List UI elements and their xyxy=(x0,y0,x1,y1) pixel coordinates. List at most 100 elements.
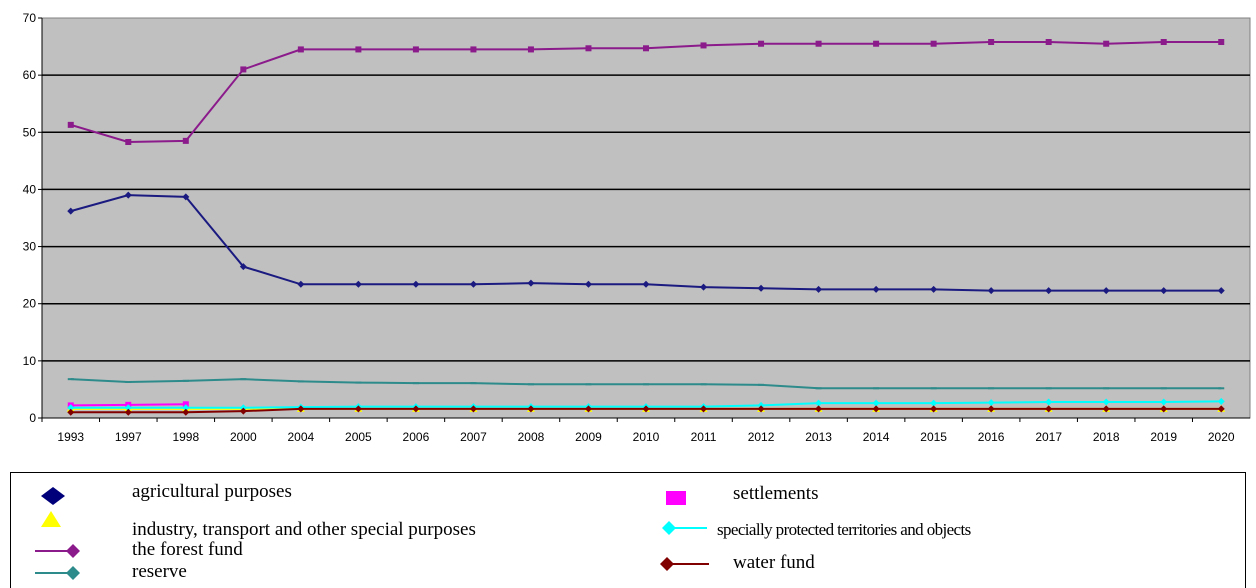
point-specially-protected-territories-and-objects-2019 xyxy=(1160,398,1168,406)
legend-label-reserve: reserve xyxy=(132,561,187,582)
series-agricultural-purposes xyxy=(67,191,1225,295)
x-tick-label-2015: 2015 xyxy=(920,430,947,444)
legend-label-agricultural: agricultural purposes xyxy=(132,481,292,502)
point-specially-protected-territories-and-objects-1997 xyxy=(124,404,132,412)
legend-label-forest: the forest fund xyxy=(132,539,243,560)
point-the-forest-fund-2004 xyxy=(297,46,304,53)
plot-area xyxy=(41,17,1251,419)
point-water-fund-2010 xyxy=(642,405,650,413)
x-tick-label-2018: 2018 xyxy=(1093,430,1120,444)
y-tick-label-30: 30 xyxy=(23,240,37,254)
point-water-fund-2019 xyxy=(1160,405,1168,413)
point-water-fund-1998 xyxy=(182,408,190,416)
point-the-forest-fund-1993 xyxy=(67,121,74,128)
point-specially-protected-territories-and-objects-2020 xyxy=(1217,397,1225,405)
legend-symbol-protected xyxy=(662,521,707,535)
y-tick-label-70: 70 xyxy=(23,11,37,25)
legend-symbol-reserve xyxy=(35,566,80,580)
point-agricultural-purposes-2017 xyxy=(1045,287,1053,295)
x-tick-label-2014: 2014 xyxy=(863,430,890,444)
legend: agricultural purposes settlements indust… xyxy=(10,472,1246,588)
point-specially-protected-territories-and-objects-1998 xyxy=(182,404,190,412)
point-reserve-2018 xyxy=(1103,387,1110,390)
point-agricultural-purposes-2012 xyxy=(757,284,765,292)
x-tick-label-2004: 2004 xyxy=(288,430,315,444)
point-agricultural-purposes-2014 xyxy=(872,285,880,293)
point-reserve-2006 xyxy=(412,382,419,385)
point-reserve-2013 xyxy=(815,387,822,390)
x-tick-label-2013: 2013 xyxy=(805,430,832,444)
series-group xyxy=(66,39,1226,416)
point-water-fund-2000 xyxy=(239,407,247,415)
point-agricultural-purposes-1993 xyxy=(67,207,75,215)
point-reserve-2019 xyxy=(1160,387,1167,390)
y-tick-label-40: 40 xyxy=(23,182,37,196)
point-water-fund-2006 xyxy=(412,405,420,413)
legend-label-industry: industry, transport and other special pu… xyxy=(132,519,476,540)
x-tick-label-2007: 2007 xyxy=(460,430,487,444)
point-the-forest-fund-2005 xyxy=(355,46,362,53)
point-the-forest-fund-2016 xyxy=(988,39,995,45)
x-tick-label-2016: 2016 xyxy=(978,430,1005,444)
x-tick-label-1998: 1998 xyxy=(172,430,199,444)
point-water-fund-2005 xyxy=(354,405,362,413)
point-the-forest-fund-2010 xyxy=(643,45,649,52)
x-tick-label-2012: 2012 xyxy=(748,430,775,444)
x-tick-label-2011: 2011 xyxy=(691,430,717,444)
point-the-forest-fund-2013 xyxy=(815,40,822,47)
point-specially-protected-territories-and-objects-2018 xyxy=(1102,398,1110,406)
point-water-fund-2016 xyxy=(987,405,995,413)
y-tick-label-10: 10 xyxy=(23,354,37,368)
gridlines xyxy=(42,74,1250,362)
x-tick-label-1997: 1997 xyxy=(115,430,142,444)
point-reserve-2014 xyxy=(873,387,880,390)
x-tick-label-2005: 2005 xyxy=(345,430,372,444)
x-tick-label-2008: 2008 xyxy=(518,430,545,444)
point-agricultural-purposes-2000 xyxy=(239,263,247,271)
point-specially-protected-territories-and-objects-2014 xyxy=(872,399,880,407)
x-tick-label-2017: 2017 xyxy=(1035,430,1062,444)
point-agricultural-purposes-1998 xyxy=(182,193,190,201)
point-agricultural-purposes-2006 xyxy=(412,280,420,288)
point-the-forest-fund-2007 xyxy=(470,46,477,53)
point-agricultural-purposes-2005 xyxy=(354,280,362,288)
series-water-fund xyxy=(67,405,1225,416)
point-reserve-2007 xyxy=(470,382,477,385)
point-reserve-2011 xyxy=(700,383,707,386)
legend-symbol-settlements xyxy=(666,491,686,505)
y-tick-label-60: 60 xyxy=(23,68,37,82)
line-chart: 0 10 20 30 40 50 60 70 1993 1997 1998 2000 2004 2005… xyxy=(23,11,1251,444)
point-agricultural-purposes-2008 xyxy=(527,279,535,287)
point-specially-protected-territories-and-objects-2016 xyxy=(987,399,995,407)
x-axis-ticks: 1993 1997 1998 2000 2004 2005 2006 2007 2008 2009… xyxy=(41,417,1250,444)
point-reserve-2016 xyxy=(988,387,995,390)
y-tick-label-20: 20 xyxy=(23,297,37,311)
point-water-fund-2004 xyxy=(297,405,305,413)
point-agricultural-purposes-1997 xyxy=(124,191,132,199)
x-tick-label-2006: 2006 xyxy=(403,430,430,444)
point-reserve-1993 xyxy=(67,378,74,381)
y-tick-label-0: 0 xyxy=(29,411,36,425)
point-water-fund-2014 xyxy=(872,405,880,413)
point-agricultural-purposes-2019 xyxy=(1160,287,1168,295)
point-agricultural-purposes-2015 xyxy=(930,285,938,293)
point-water-fund-2013 xyxy=(815,405,823,413)
point-agricultural-purposes-2007 xyxy=(469,280,477,288)
point-water-fund-2011 xyxy=(700,405,708,413)
series-reserve xyxy=(67,378,1225,390)
legend-symbol-industry xyxy=(41,511,61,527)
legend-symbol-agricultural xyxy=(41,487,65,505)
point-reserve-2017 xyxy=(1045,387,1052,390)
point-reserve-2015 xyxy=(930,387,937,390)
point-water-fund-2007 xyxy=(469,405,477,413)
point-agricultural-purposes-2018 xyxy=(1102,287,1110,295)
point-water-fund-1997 xyxy=(124,408,132,416)
series-the-forest-fund xyxy=(67,39,1225,145)
point-reserve-2012 xyxy=(758,383,765,386)
x-tick-label-2000: 2000 xyxy=(230,430,257,444)
legend-symbol-forest xyxy=(35,544,80,558)
point-the-forest-fund-2009 xyxy=(585,45,592,52)
point-water-fund-2020 xyxy=(1217,405,1225,413)
y-tick-label-50: 50 xyxy=(23,125,37,139)
point-specially-protected-territories-and-objects-2017 xyxy=(1045,398,1053,406)
